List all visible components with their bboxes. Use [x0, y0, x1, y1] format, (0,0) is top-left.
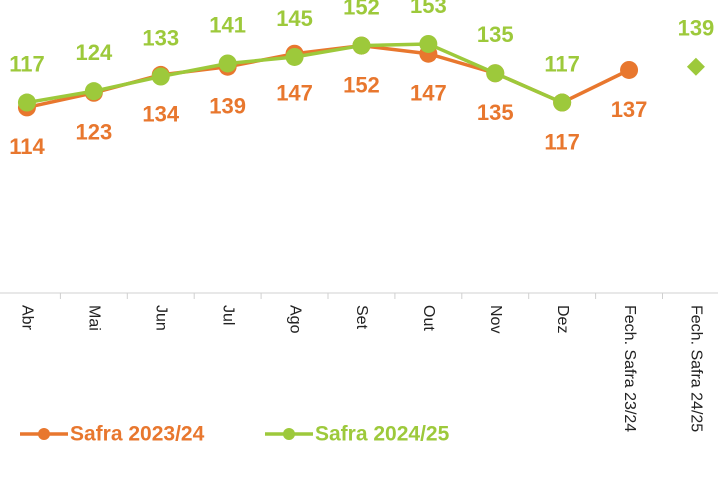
marker [419, 34, 438, 53]
x-tick-label: Jun [153, 305, 170, 331]
marker [17, 93, 36, 112]
legend-marker [283, 428, 295, 440]
x-tick-label: Dez [554, 305, 571, 333]
marker [218, 54, 237, 73]
value-label: 152 [343, 72, 380, 97]
marker-diamond [686, 57, 705, 76]
value-label: 141 [209, 12, 246, 37]
value-label: 123 [75, 120, 112, 145]
value-label: 139 [209, 94, 246, 119]
legend-label: Safra 2023/24 [70, 423, 205, 446]
x-tick-label: Nov [487, 305, 504, 333]
marker [620, 60, 639, 79]
value-label: 145 [276, 6, 313, 31]
series-line [26, 43, 630, 110]
value-label: 135 [477, 100, 514, 125]
marker [151, 67, 170, 86]
x-tick-label: Mai [86, 305, 103, 331]
marker [84, 82, 103, 101]
value-label: 147 [276, 81, 313, 106]
marker [486, 64, 505, 83]
value-label: 134 [142, 102, 179, 127]
value-label: 133 [142, 25, 179, 50]
value-label: 147 [410, 81, 447, 106]
value-label: 153 [410, 0, 447, 18]
value-label: 117 [544, 129, 580, 154]
legend-marker [38, 428, 50, 440]
legend-label: Safra 2024/25 [315, 423, 450, 446]
x-tick-label: Fech. Safra 23/24 [621, 305, 638, 432]
value-label: 124 [75, 40, 112, 65]
x-tick-label: Fech. Safra 24/25 [688, 305, 705, 432]
value-label: 117 [9, 51, 45, 76]
x-tick-label: Abr [19, 305, 36, 331]
value-label: 137 [611, 97, 648, 122]
marker [553, 93, 572, 112]
value-label: 139 [678, 16, 715, 41]
value-label: 135 [477, 22, 514, 47]
marker [352, 36, 371, 55]
x-tick-label: Ago [286, 305, 303, 334]
value-label: 117 [544, 51, 580, 76]
x-tick-label: Out [420, 305, 437, 331]
x-tick-label: Set [353, 305, 370, 330]
value-label: 152 [343, 0, 380, 19]
marker [285, 47, 304, 66]
value-label: 114 [9, 134, 45, 159]
x-tick-label: Jul [219, 305, 236, 325]
